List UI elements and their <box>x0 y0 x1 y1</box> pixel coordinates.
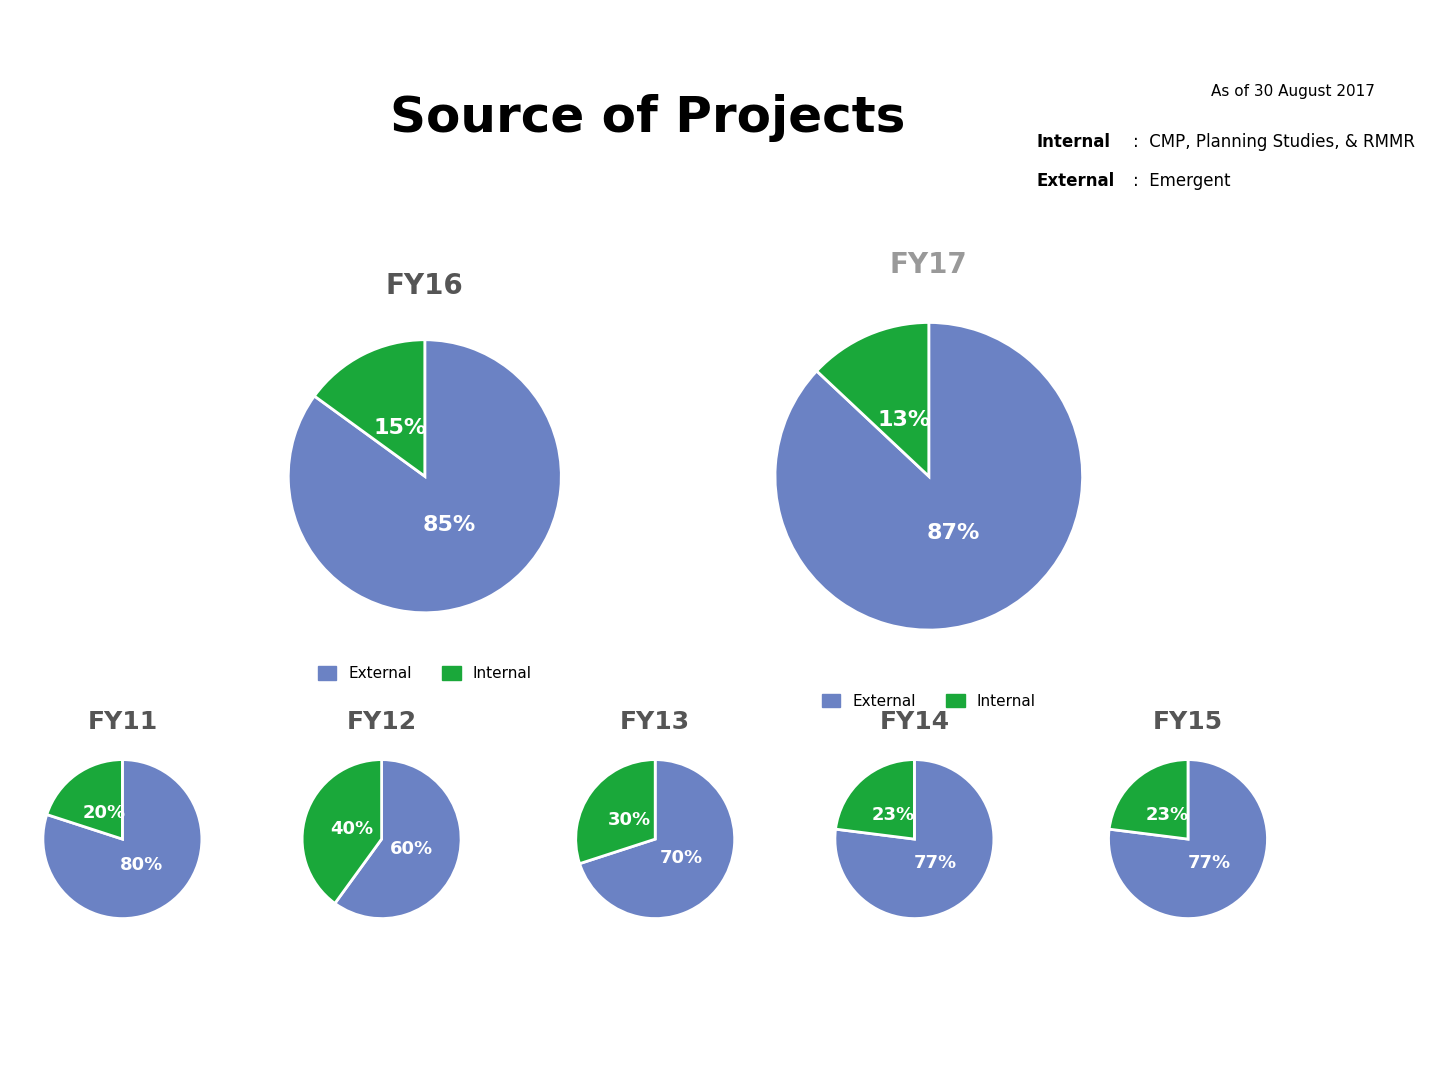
Wedge shape <box>816 323 929 476</box>
Text: :  Emergent: : Emergent <box>1133 173 1231 190</box>
Text: 80%: 80% <box>120 855 163 874</box>
Wedge shape <box>336 759 461 919</box>
Legend: External, Internal: External, Internal <box>311 660 539 687</box>
Text: 15%: 15% <box>373 418 426 437</box>
Text: 60%: 60% <box>390 840 433 858</box>
Text: :  CMP, Planning Studies, & RMMR: : CMP, Planning Studies, & RMMR <box>1133 133 1416 151</box>
Text: 40%: 40% <box>330 821 373 838</box>
Text: FY12: FY12 <box>347 711 416 734</box>
Text: FY15: FY15 <box>1153 711 1223 734</box>
Text: Internal: Internal <box>1037 133 1110 151</box>
Text: 20%: 20% <box>82 805 125 822</box>
Wedge shape <box>576 759 655 864</box>
Text: 23%: 23% <box>871 807 914 824</box>
Wedge shape <box>835 759 914 839</box>
Wedge shape <box>314 340 425 476</box>
Text: FY17: FY17 <box>890 251 968 279</box>
Text: 87%: 87% <box>926 523 979 543</box>
Wedge shape <box>1109 759 1188 839</box>
Text: FY11: FY11 <box>88 711 157 734</box>
Text: 70%: 70% <box>660 849 703 867</box>
Text: 85%: 85% <box>423 515 477 535</box>
Wedge shape <box>43 759 202 919</box>
Text: 77%: 77% <box>914 854 958 872</box>
Text: 77%: 77% <box>1188 854 1231 872</box>
Text: Source of Projects: Source of Projects <box>390 94 906 141</box>
Wedge shape <box>288 340 562 612</box>
Text: WARFIGHTERFIRST  ·  PEOPLE & CULTURE  ·  STRATEGIC ENGAGEMENT  ·  FINANCIAL STEW: WARFIGHTERFIRST · PEOPLE & CULTURE · STR… <box>187 1048 1253 1063</box>
Text: 13%: 13% <box>878 409 932 430</box>
Text: Deliver the right solution on time, every time: Deliver the right solution on time, ever… <box>491 16 949 33</box>
Text: 23%: 23% <box>1145 807 1188 824</box>
Text: FY14: FY14 <box>880 711 949 734</box>
Wedge shape <box>1109 759 1267 919</box>
Text: External: External <box>1037 173 1115 190</box>
Text: FY13: FY13 <box>621 711 690 734</box>
Wedge shape <box>48 759 122 839</box>
Text: 30%: 30% <box>608 811 651 829</box>
Text: FY16: FY16 <box>386 272 464 300</box>
Wedge shape <box>775 323 1083 630</box>
Legend: External, Internal: External, Internal <box>815 687 1043 715</box>
Wedge shape <box>835 759 994 919</box>
Wedge shape <box>580 759 734 919</box>
Text: As of 30 August 2017: As of 30 August 2017 <box>1211 84 1375 99</box>
Wedge shape <box>302 759 382 903</box>
